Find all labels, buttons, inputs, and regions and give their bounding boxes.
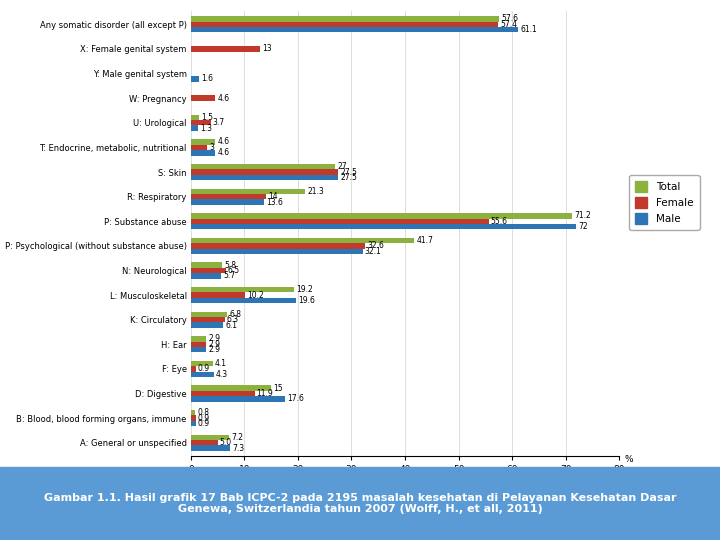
Bar: [191, 410, 195, 415]
Text: 4.1: 4.1: [215, 359, 227, 368]
Bar: [191, 238, 414, 243]
Text: 27.5: 27.5: [341, 167, 357, 177]
Text: 27.5: 27.5: [341, 173, 357, 182]
Bar: [191, 194, 266, 199]
Text: 13.6: 13.6: [266, 198, 283, 206]
Bar: [191, 27, 518, 32]
Text: 5.8: 5.8: [224, 261, 236, 269]
Bar: [191, 175, 338, 180]
Text: 11.9: 11.9: [256, 389, 274, 398]
Text: 61.1: 61.1: [520, 25, 537, 34]
Text: 41.7: 41.7: [416, 236, 433, 245]
Text: 4.6: 4.6: [217, 148, 230, 157]
Text: 7.3: 7.3: [232, 444, 244, 453]
Text: 6.5: 6.5: [228, 266, 240, 275]
Bar: [191, 199, 264, 205]
Text: 1.5: 1.5: [201, 113, 213, 122]
Text: 4.6: 4.6: [217, 93, 230, 103]
Legend: Total, Female, Male: Total, Female, Male: [629, 174, 700, 230]
Bar: [191, 262, 222, 268]
Text: 2.9: 2.9: [209, 345, 220, 354]
Bar: [191, 298, 296, 303]
Bar: [191, 366, 196, 372]
Bar: [191, 268, 225, 273]
Text: 19.2: 19.2: [296, 285, 312, 294]
Text: 27: 27: [338, 162, 347, 171]
Text: 2.9: 2.9: [209, 340, 220, 349]
Bar: [191, 396, 285, 402]
Text: 17.6: 17.6: [287, 394, 304, 403]
Bar: [191, 145, 207, 150]
Text: 4.3: 4.3: [216, 370, 228, 379]
Text: 14: 14: [268, 192, 277, 201]
Bar: [191, 372, 214, 377]
Bar: [191, 139, 215, 145]
Bar: [191, 347, 207, 353]
Bar: [191, 188, 305, 194]
Text: 6.1: 6.1: [225, 321, 238, 329]
Bar: [191, 435, 230, 440]
Bar: [191, 336, 207, 342]
Text: 57.4: 57.4: [500, 20, 517, 29]
Bar: [191, 16, 499, 22]
Bar: [191, 322, 223, 328]
Bar: [191, 440, 217, 445]
Text: 5.7: 5.7: [223, 272, 235, 280]
Bar: [191, 96, 215, 101]
Bar: [191, 164, 336, 170]
Text: 0.9: 0.9: [198, 414, 210, 423]
Text: 0.9: 0.9: [198, 364, 210, 374]
Bar: [191, 312, 228, 317]
Text: 71.2: 71.2: [575, 211, 591, 220]
Bar: [191, 273, 221, 279]
Text: 19.6: 19.6: [298, 296, 315, 305]
Text: 32.1: 32.1: [365, 247, 382, 256]
Bar: [191, 415, 196, 421]
Text: 6.3: 6.3: [227, 315, 239, 324]
Bar: [191, 114, 199, 120]
Text: 0.8: 0.8: [197, 408, 210, 417]
Bar: [191, 248, 363, 254]
Text: %: %: [624, 455, 633, 464]
Text: 4.6: 4.6: [217, 138, 230, 146]
Text: 13: 13: [263, 44, 272, 53]
Text: 15: 15: [274, 383, 283, 393]
Text: 0.9: 0.9: [198, 419, 210, 428]
Bar: [191, 22, 498, 27]
Bar: [191, 292, 246, 298]
Bar: [191, 421, 196, 426]
Text: 1.6: 1.6: [202, 75, 214, 84]
Text: 2.9: 2.9: [209, 334, 220, 343]
Bar: [191, 243, 365, 248]
Text: 10.2: 10.2: [248, 291, 264, 300]
Bar: [191, 120, 211, 125]
Text: 32.6: 32.6: [367, 241, 384, 251]
Bar: [191, 125, 198, 131]
Bar: [191, 391, 255, 396]
Bar: [191, 150, 215, 156]
Bar: [191, 224, 577, 230]
Bar: [191, 361, 212, 366]
Bar: [191, 219, 489, 224]
Bar: [191, 213, 572, 219]
Bar: [191, 446, 230, 451]
Text: 21.3: 21.3: [307, 187, 324, 195]
Text: 72: 72: [578, 222, 588, 231]
Bar: [191, 342, 207, 347]
Text: 3.7: 3.7: [212, 118, 225, 127]
Text: 5.0: 5.0: [220, 438, 232, 447]
Text: 1.3: 1.3: [200, 124, 212, 133]
Bar: [191, 317, 225, 322]
Bar: [191, 386, 271, 391]
Text: 3: 3: [209, 143, 214, 152]
Bar: [191, 76, 199, 82]
Text: 6.8: 6.8: [230, 310, 241, 319]
Bar: [191, 287, 294, 292]
Bar: [191, 170, 338, 175]
Text: Gambar 1.1. Hasil grafik 17 Bab ICPC-2 pada 2195 masalah kesehatan di Pelayanan : Gambar 1.1. Hasil grafik 17 Bab ICPC-2 p…: [44, 492, 676, 514]
Text: 57.6: 57.6: [501, 15, 518, 23]
Bar: [191, 46, 261, 52]
Text: 55.6: 55.6: [491, 217, 508, 226]
Text: 7.2: 7.2: [232, 433, 243, 442]
